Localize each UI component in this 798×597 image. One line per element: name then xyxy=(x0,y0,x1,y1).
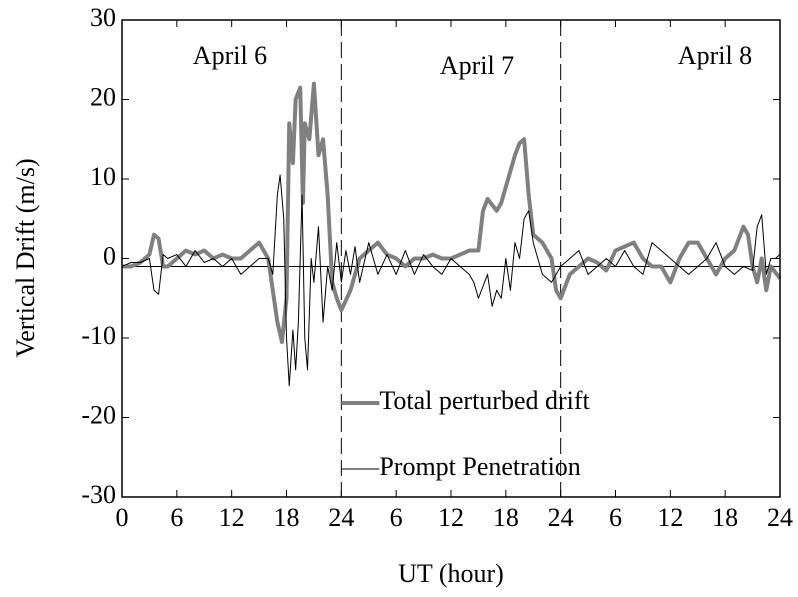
day-label: April 8 xyxy=(678,41,752,70)
x-axis-title: UT (hour) xyxy=(398,559,504,588)
x-tick-label: 18 xyxy=(274,503,300,532)
legend-label: Total perturbed drift xyxy=(379,386,590,415)
y-tick-label: 30 xyxy=(90,3,116,32)
y-tick-label: -20 xyxy=(81,400,116,429)
x-tick-label: 12 xyxy=(438,503,464,532)
x-tick-label: 12 xyxy=(219,503,245,532)
x-tick-label: 6 xyxy=(390,503,403,532)
y-tick-label: 10 xyxy=(90,162,116,191)
y-tick-label: 0 xyxy=(103,241,116,270)
x-tick-label: 6 xyxy=(609,503,622,532)
x-tick-label: 18 xyxy=(493,503,519,532)
series-line xyxy=(122,81,782,344)
y-tick-label: -10 xyxy=(81,321,116,350)
legend-label: Prompt Penetration xyxy=(379,452,580,481)
x-tick-label: 6 xyxy=(170,503,183,532)
day-label: April 7 xyxy=(440,51,514,80)
x-tick-label: 18 xyxy=(712,503,738,532)
x-tick-label: 24 xyxy=(548,503,574,532)
x-tick-label: 0 xyxy=(116,503,129,532)
x-tick-label: 24 xyxy=(328,503,354,532)
x-tick-label: 24 xyxy=(767,503,793,532)
day-label: April 6 xyxy=(193,41,267,70)
y-tick-label: 20 xyxy=(90,82,116,111)
plot-frame xyxy=(121,19,781,498)
series-line xyxy=(121,174,781,387)
y-tick-label: -30 xyxy=(81,480,116,509)
y-axis-title: Vertical Drift (m/s) xyxy=(11,158,40,357)
x-tick-label: 12 xyxy=(657,503,683,532)
